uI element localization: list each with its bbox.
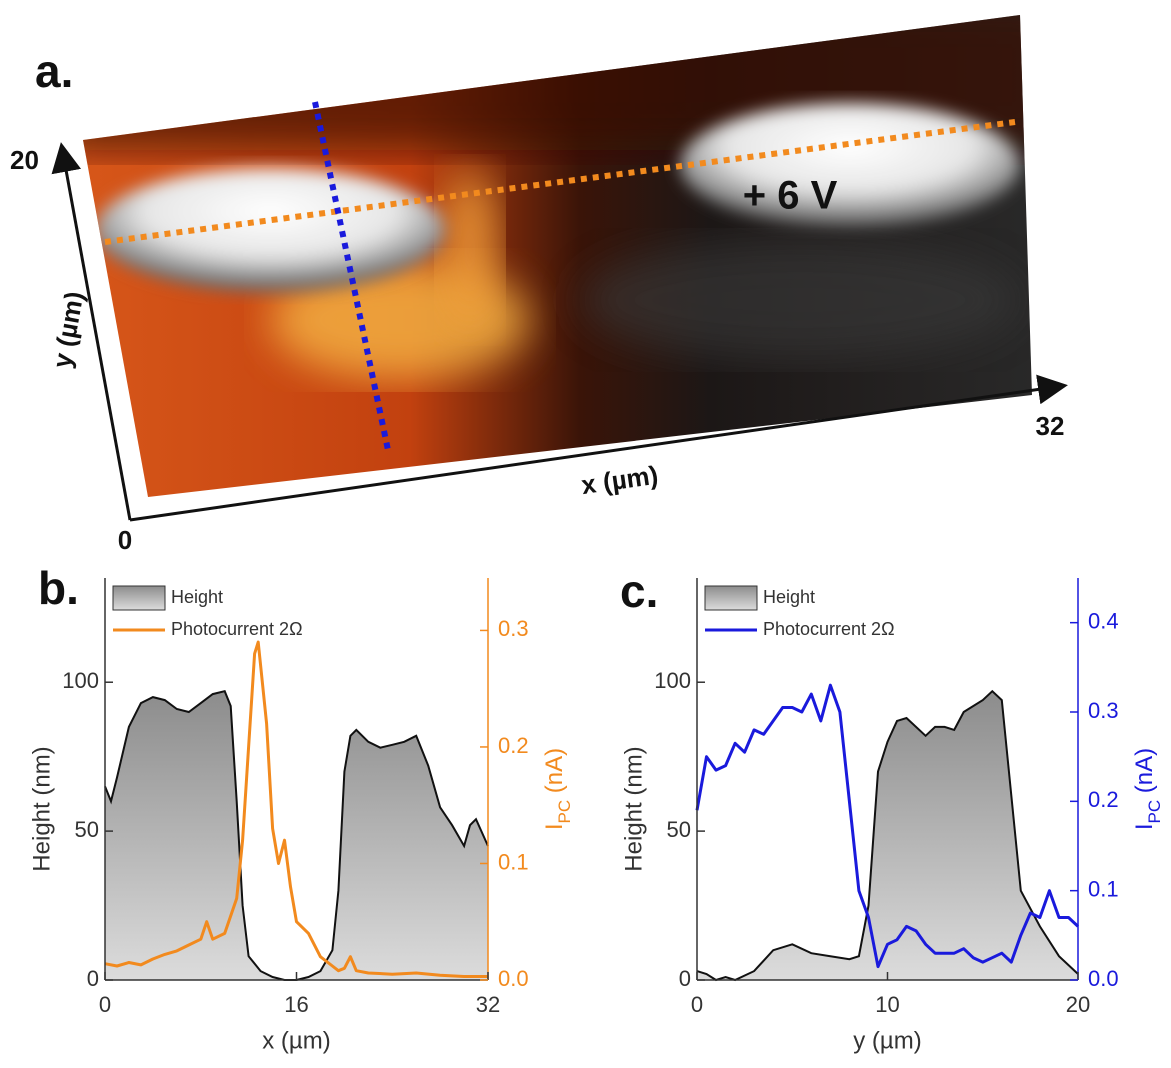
photocurrent-line: [695, 683, 1080, 969]
x-tick-label: 0: [691, 992, 703, 1017]
panel-label: b.: [38, 562, 79, 614]
panel-label: a.: [35, 45, 73, 97]
y2-tick-label: 0.3: [498, 616, 529, 641]
legend-label: Photocurrent 2Ω: [763, 619, 895, 639]
y2-axis-label: IPC (nA): [1131, 748, 1164, 830]
y2-tick-label: 0.4: [1088, 608, 1119, 633]
x-axis-label: x (µm): [579, 460, 660, 500]
y-axis-arrow: [51, 142, 132, 521]
y2-axis-label-part: I: [1131, 823, 1158, 830]
y-tick-label: 100: [654, 668, 691, 693]
y-tick-label: 0: [87, 966, 99, 991]
y-tick-label: 0: [679, 966, 691, 991]
y2-tick-label: 0.2: [498, 733, 529, 758]
panel-label: c.: [620, 565, 658, 617]
voltage-annotation: + 6 V: [743, 174, 838, 218]
y2-axis-label-part: (nA): [541, 748, 568, 800]
y2-axis-label-part: (nA): [1131, 748, 1158, 800]
legend-label: Height: [763, 587, 815, 607]
x-axis-label: y (µm): [853, 1027, 921, 1054]
y2-tick-label: 0.0: [498, 966, 529, 991]
y2-axis-label-part: PC: [1145, 800, 1164, 824]
y2-tick-label: 0.3: [1088, 698, 1119, 723]
y-tick-label: 100: [62, 668, 99, 693]
height-area: [105, 691, 488, 980]
orange-cut-line: [104, 119, 1016, 245]
x-tick-label: 10: [875, 992, 899, 1017]
legend-swatch: [704, 585, 758, 611]
x-max-label: 32: [1036, 411, 1065, 441]
x-tick-label: 20: [1066, 992, 1090, 1017]
photocurrent-line: [104, 640, 488, 978]
y2-axis-label-part: PC: [555, 800, 574, 824]
x-axis-label: x (µm): [262, 1027, 330, 1054]
legend-swatch: [112, 585, 166, 611]
y2-tick-label: 0.1: [1088, 876, 1119, 901]
panel-a-image: [83, 15, 1032, 497]
y2-axis-label: IPC (nA): [541, 748, 574, 830]
y-max-label: 20: [10, 145, 39, 175]
y-tick-label: 50: [667, 817, 691, 842]
y-tick-label: 50: [75, 817, 99, 842]
legend-label: Photocurrent 2Ω: [171, 619, 303, 639]
y2-tick-label: 0.2: [1088, 787, 1119, 812]
legend-label: Height: [171, 587, 223, 607]
y-axis-label: y (µm): [46, 289, 89, 370]
y-axis-label: Height (nm): [28, 746, 55, 871]
y2-tick-label: 0.0: [1088, 966, 1119, 991]
y2-tick-label: 0.1: [498, 849, 529, 874]
x-tick-label: 32: [476, 992, 500, 1017]
height-area: [697, 691, 1078, 980]
x-tick-label: 16: [284, 992, 308, 1017]
height-line: [696, 689, 1079, 982]
x-axis-arrow: [129, 374, 1068, 522]
x-tick-label: 0: [99, 992, 111, 1017]
y-axis-label: Height (nm): [620, 746, 647, 871]
origin-label: 0: [118, 525, 132, 555]
y2-axis-label-part: I: [541, 823, 568, 830]
